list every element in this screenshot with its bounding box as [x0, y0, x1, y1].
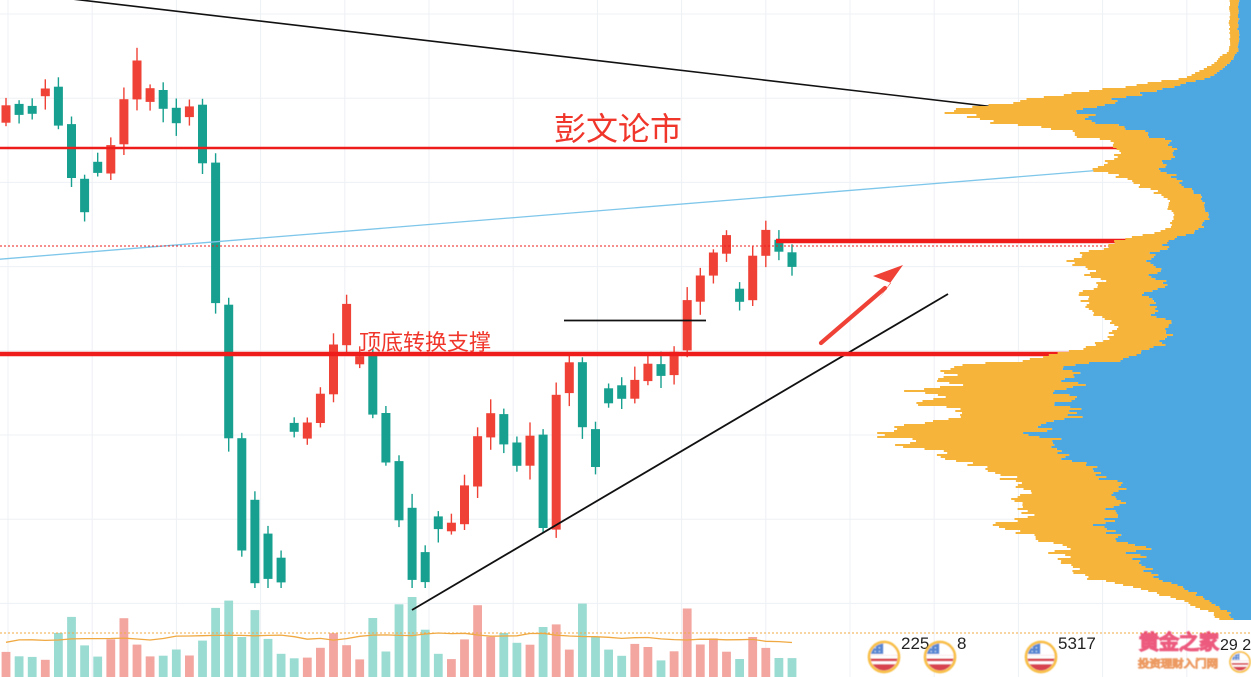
svg-text:投资理财入门网: 投资理财入门网 — [1138, 657, 1218, 670]
svg-text:彭文论市: 彭文论市 — [554, 111, 682, 147]
svg-text:顶底转换支撑: 顶底转换支撑 — [359, 330, 491, 355]
svg-text:黄金之家: 黄金之家 — [1139, 630, 1220, 654]
svg-text:5317: 5317 — [1058, 634, 1096, 653]
svg-text:225: 225 — [901, 634, 929, 653]
svg-text:8: 8 — [957, 634, 966, 653]
svg-text:29 2: 29 2 — [1220, 637, 1251, 654]
